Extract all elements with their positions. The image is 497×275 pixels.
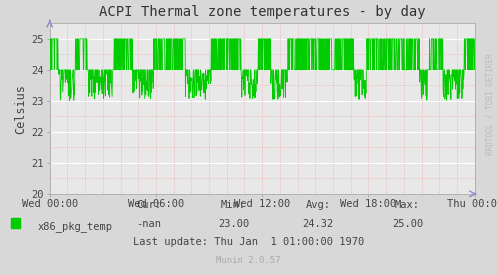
Text: Min:: Min: <box>221 200 246 210</box>
Text: x86_pkg_temp: x86_pkg_temp <box>37 221 112 232</box>
Text: RRDTOOL / TOBI OETIKER: RRDTOOL / TOBI OETIKER <box>485 54 494 155</box>
Text: 25.00: 25.00 <box>392 219 423 229</box>
Text: Avg:: Avg: <box>306 200 331 210</box>
Text: -nan: -nan <box>137 219 162 229</box>
Text: Last update: Thu Jan  1 01:00:00 1970: Last update: Thu Jan 1 01:00:00 1970 <box>133 237 364 247</box>
Bar <box>11 218 19 228</box>
Text: 23.00: 23.00 <box>218 219 249 229</box>
Text: Cur:: Cur: <box>137 200 162 210</box>
Text: 24.32: 24.32 <box>303 219 333 229</box>
Text: Max:: Max: <box>395 200 420 210</box>
Title: ACPI Thermal zone temperatures - by day: ACPI Thermal zone temperatures - by day <box>99 6 425 20</box>
Text: Munin 2.0.57: Munin 2.0.57 <box>216 256 281 265</box>
Y-axis label: Celsius: Celsius <box>14 84 27 134</box>
